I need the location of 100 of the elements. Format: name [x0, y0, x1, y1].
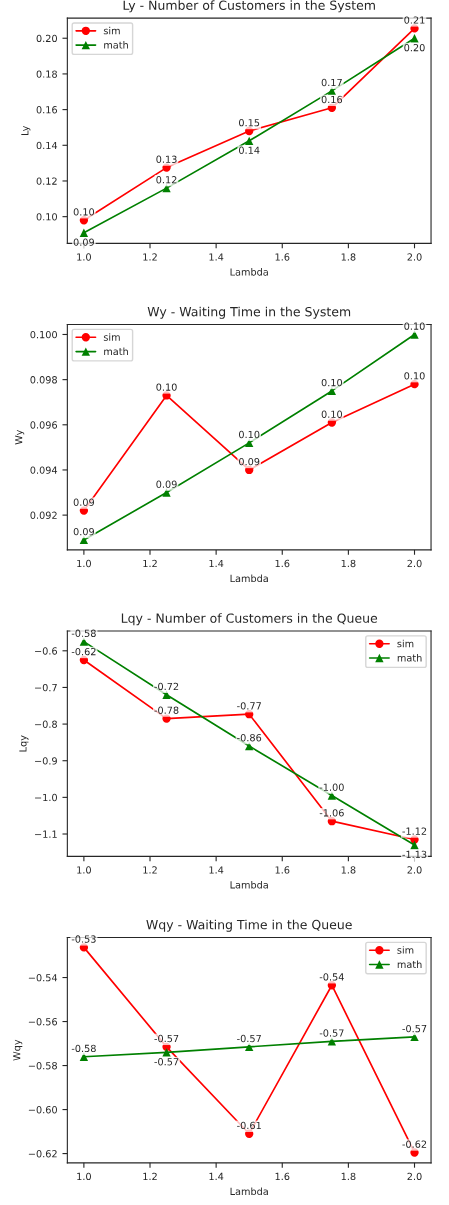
data-label: -0.57	[237, 1034, 261, 1043]
chart-title: Lqy - Number of Customers in the Queue	[121, 613, 378, 626]
y-tick-label: 0.18	[36, 70, 57, 78]
data-label: 0.10	[321, 378, 343, 387]
data-label: -0.53	[71, 935, 96, 943]
y-tick-label: 0.092	[30, 511, 57, 519]
data-label: -0.62	[71, 647, 96, 656]
legend-label: sim	[103, 26, 120, 35]
x-tick-label: 2.0	[407, 866, 422, 874]
x-tick-label: 1.4	[209, 1172, 224, 1180]
point	[79, 535, 89, 545]
x-tick-label: 1.6	[275, 559, 290, 568]
y-tick-label: 0.098	[30, 376, 57, 384]
legend-label: sim	[397, 946, 414, 954]
y-tick-label: −0.54	[28, 974, 58, 982]
data-label: 0.14	[239, 146, 260, 154]
data-label: 0.13	[156, 155, 177, 163]
chart-title: Wy - Waiting Time in the System	[147, 306, 351, 319]
data-label: 0.10	[404, 322, 425, 330]
data-label: -0.61	[237, 1121, 261, 1130]
x-tick-label: 2.0	[407, 253, 422, 261]
chart-title: Wqy - Waiting Time in the Queue	[146, 919, 352, 932]
y-tick-label: 0.12	[36, 177, 57, 185]
legend-label: sim	[397, 639, 414, 648]
legend-label: math	[104, 347, 128, 356]
x-tick-label: 2.0	[407, 559, 422, 568]
x-tick-label: 1.4	[209, 253, 224, 261]
y-tick-label: −0.7	[35, 683, 57, 692]
legend-label: math	[104, 41, 128, 49]
data-label: -0.62	[402, 1140, 427, 1148]
x-tick-label: 1.6	[275, 866, 290, 874]
y-tick-label: 0.096	[30, 421, 58, 429]
data-label: 0.10	[156, 383, 177, 391]
data-label: 0.10	[321, 410, 343, 418]
y-tick-label: −0.6	[35, 647, 58, 655]
y-tick-label: 0.16	[36, 106, 58, 114]
y-axis-title: Lqy	[19, 735, 29, 752]
x-tick-label: 1.4	[209, 559, 224, 567]
data-label: -0.57	[402, 1024, 427, 1033]
data-label: -0.72	[154, 682, 179, 691]
data-label: -0.58	[71, 629, 96, 637]
point	[162, 1048, 171, 1057]
data-label: -1.13	[402, 850, 427, 859]
y-axis-title: Ly	[21, 125, 31, 135]
data-label: 0.20	[404, 43, 425, 52]
data-label: 0.09	[73, 527, 95, 536]
data-label: 0.10	[239, 430, 260, 439]
y-tick-label: −0.58	[28, 1062, 57, 1070]
data-label: 0.10	[404, 372, 425, 380]
legend-label: sim	[103, 333, 120, 341]
y-axis-title: Wy	[15, 429, 25, 445]
data-label: 0.17	[321, 78, 342, 87]
data-label: -1.00	[319, 783, 344, 791]
data-label: 0.10	[73, 208, 95, 216]
y-tick-label: −1.1	[35, 830, 57, 838]
x-tick-label: 1.0	[77, 866, 91, 874]
y-tick-label: −0.62	[28, 1150, 57, 1158]
legend-label: math	[397, 960, 422, 969]
x-tick-label: 1.0	[77, 559, 91, 568]
legend-label: math	[397, 654, 422, 662]
x-axis-title: Lambda	[230, 1187, 268, 1196]
point	[410, 34, 419, 43]
x-tick-label: 1.2	[143, 1172, 157, 1180]
y-tick-label: −0.8	[35, 720, 57, 728]
x-axis-title: Lambda	[230, 268, 268, 276]
x-tick-label: 2.0	[407, 1172, 422, 1181]
data-label: -1.12	[402, 827, 427, 835]
data-label: 0.12	[156, 176, 177, 184]
data-label: 0.15	[239, 119, 260, 127]
y-tick-label: 0.14	[36, 141, 58, 150]
data-label: 0.16	[321, 95, 343, 104]
x-tick-label: 1.2	[143, 253, 157, 261]
y-tick-label: 0.100	[30, 330, 57, 339]
data-label: 0.09	[239, 457, 260, 466]
data-label: -0.58	[71, 1044, 96, 1053]
y-tick-label: −0.60	[28, 1106, 57, 1114]
x-tick-label: 1.8	[341, 866, 356, 874]
chart-title: Ly - Number of Customers in the System	[123, 0, 375, 13]
x-tick-label: 1.6	[275, 253, 290, 261]
y-tick-label: 0.20	[36, 34, 57, 43]
point	[79, 228, 89, 237]
y-tick-label: −0.9	[35, 757, 57, 765]
x-tick-label: 1.0	[77, 1172, 91, 1181]
x-tick-label: 1.6	[275, 1172, 290, 1181]
x-tick-label: 1.2	[143, 559, 157, 567]
x-axis-title: Lambda	[230, 881, 268, 889]
point	[410, 840, 419, 850]
data-label: -0.86	[237, 734, 262, 742]
point	[245, 438, 254, 448]
data-label: -0.77	[237, 702, 261, 710]
point	[327, 386, 337, 396]
data-label: -0.57	[154, 1058, 179, 1066]
data-label: -0.78	[154, 706, 179, 714]
data-label: -0.57	[319, 1029, 344, 1037]
x-axis-title: Lambda	[230, 574, 268, 583]
x-tick-label: 1.8	[341, 253, 356, 261]
x-tick-label: 1.8	[341, 1172, 356, 1181]
y-tick-label: −0.56	[28, 1018, 58, 1026]
x-tick-label: 1.0	[77, 253, 91, 261]
y-tick-label: 0.10	[36, 213, 57, 221]
